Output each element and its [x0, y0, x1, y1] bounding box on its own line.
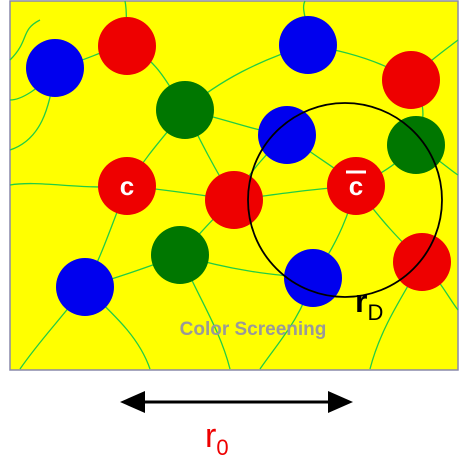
separation-arrow [120, 391, 353, 413]
particle [393, 233, 451, 291]
debye-base: r [355, 283, 367, 319]
diagram: c c Color Screening rD r0 [0, 0, 459, 464]
particle [156, 81, 214, 139]
separation-base: r [205, 417, 216, 455]
particle [151, 226, 209, 284]
particle [258, 106, 316, 164]
caption: Color Screening [180, 319, 327, 340]
particle [98, 17, 156, 75]
particle [382, 51, 440, 109]
particle [279, 16, 337, 74]
particle [56, 258, 114, 316]
particle [26, 39, 84, 97]
antiquark-label: c [349, 171, 363, 201]
debye-subscript: D [367, 300, 383, 325]
particle [284, 249, 342, 307]
separation-subscript: 0 [216, 435, 228, 460]
separation-label: r0 [205, 417, 229, 460]
particle [205, 171, 263, 229]
quark-label: c [120, 171, 134, 201]
